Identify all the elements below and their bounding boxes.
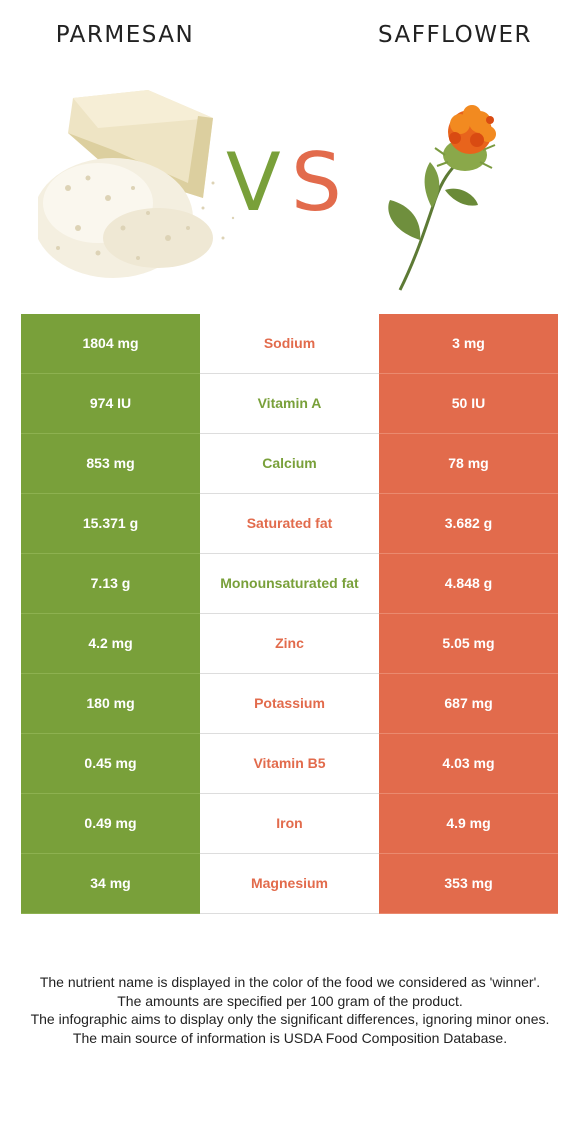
row-divider — [379, 793, 558, 794]
right-value-cell: 78 mg — [379, 434, 558, 493]
row-divider — [21, 493, 200, 494]
right-food-title: SAFFLOWER — [377, 22, 533, 48]
row-divider — [379, 553, 558, 554]
left-value-cell: 974 IU — [21, 374, 200, 433]
row-divider — [200, 733, 379, 734]
table-row: 4.2 mg Zinc 5.05 mg — [21, 614, 558, 674]
row-divider — [200, 853, 379, 854]
table-row: 15.371 g Saturated fat 3.682 g — [21, 494, 558, 554]
row-divider — [200, 793, 379, 794]
table-row: 7.13 g Monounsaturated fat 4.848 g — [21, 554, 558, 614]
row-divider — [379, 853, 558, 854]
vs-letter-v: V — [226, 136, 281, 229]
table-row: 0.49 mg Iron 4.9 mg — [21, 794, 558, 854]
nutrient-name-cell: Potassium — [200, 674, 379, 733]
table-row: 853 mg Calcium 78 mg — [21, 434, 558, 494]
nutrient-name-cell: Sodium — [200, 314, 379, 373]
row-divider — [200, 493, 379, 494]
row-divider — [379, 373, 558, 374]
table-row: 974 IU Vitamin A 50 IU — [21, 374, 558, 434]
left-value-cell: 1804 mg — [21, 314, 200, 373]
row-divider — [21, 673, 200, 674]
left-value-cell: 15.371 g — [21, 494, 200, 553]
row-divider — [200, 913, 379, 914]
safflower-image — [388, 105, 496, 291]
left-food-title: PARMESAN — [55, 22, 195, 48]
row-divider — [379, 613, 558, 614]
row-divider — [379, 433, 558, 434]
right-value-cell: 353 mg — [379, 854, 558, 913]
footer-line-source: The main source of information is USDA F… — [72, 1029, 508, 1046]
left-value-cell: 7.13 g — [21, 554, 200, 613]
left-value-cell: 180 mg — [21, 674, 200, 733]
vs-letter-s: S — [291, 136, 342, 229]
left-value-cell: 853 mg — [21, 434, 200, 493]
nutrient-table: 1804 mg Sodium 3 mg 974 IU Vitamin A 50 IU 853… — [21, 314, 558, 914]
footer-notes: The nutrient name is displayed in the co… — [15, 973, 565, 1047]
row-divider — [200, 673, 379, 674]
table-row: 1804 mg Sodium 3 mg — [21, 314, 558, 374]
right-value-cell: 3 mg — [379, 314, 558, 373]
right-value-cell: 3.682 g — [379, 494, 558, 553]
nutrient-name-cell: Vitamin B5 — [200, 734, 379, 793]
row-divider — [21, 613, 200, 614]
footer-line-winner: The nutrient name is displayed in the co… — [39, 974, 541, 990]
row-divider — [21, 433, 200, 434]
nutrient-name-cell: Iron — [200, 794, 379, 853]
table-row: 180 mg Potassium 687 mg — [21, 674, 558, 734]
footer-line-aim: The infographic aims to display only the… — [30, 1011, 550, 1027]
row-divider — [200, 433, 379, 434]
right-value-cell: 687 mg — [379, 674, 558, 733]
row-divider — [379, 733, 558, 734]
right-value-cell: 4.03 mg — [379, 734, 558, 793]
row-divider — [379, 913, 558, 914]
row-divider — [200, 553, 379, 554]
row-divider — [200, 373, 379, 374]
nutrient-name-cell: Vitamin A — [200, 374, 379, 433]
left-value-cell: 34 mg — [21, 854, 200, 913]
nutrient-name-cell: Zinc — [200, 614, 379, 673]
left-value-cell: 0.49 mg — [21, 794, 200, 853]
row-divider — [21, 553, 200, 554]
left-value-cell: 4.2 mg — [21, 614, 200, 673]
nutrient-name-cell: Calcium — [200, 434, 379, 493]
row-divider — [379, 673, 558, 674]
right-value-cell: 50 IU — [379, 374, 558, 433]
vs-label: V S — [226, 133, 356, 233]
left-value-cell: 0.45 mg — [21, 734, 200, 793]
footer-line-amounts: The amounts are specified per 100 gram o… — [117, 992, 463, 1009]
row-divider — [21, 913, 200, 914]
table-row: 0.45 mg Vitamin B5 4.03 mg — [21, 734, 558, 794]
nutrient-name-cell: Magnesium — [200, 854, 379, 913]
nutrient-name-cell: Monounsaturated fat — [200, 554, 379, 613]
row-divider — [21, 853, 200, 854]
row-divider — [200, 613, 379, 614]
row-divider — [21, 373, 200, 374]
right-value-cell: 4.848 g — [379, 554, 558, 613]
row-divider — [379, 493, 558, 494]
table-row: 34 mg Magnesium 353 mg — [21, 854, 558, 914]
row-divider — [21, 793, 200, 794]
right-value-cell: 4.9 mg — [379, 794, 558, 853]
right-value-cell: 5.05 mg — [379, 614, 558, 673]
parmesan-image — [38, 90, 235, 278]
row-divider — [21, 733, 200, 734]
nutrient-name-cell: Saturated fat — [200, 494, 379, 553]
